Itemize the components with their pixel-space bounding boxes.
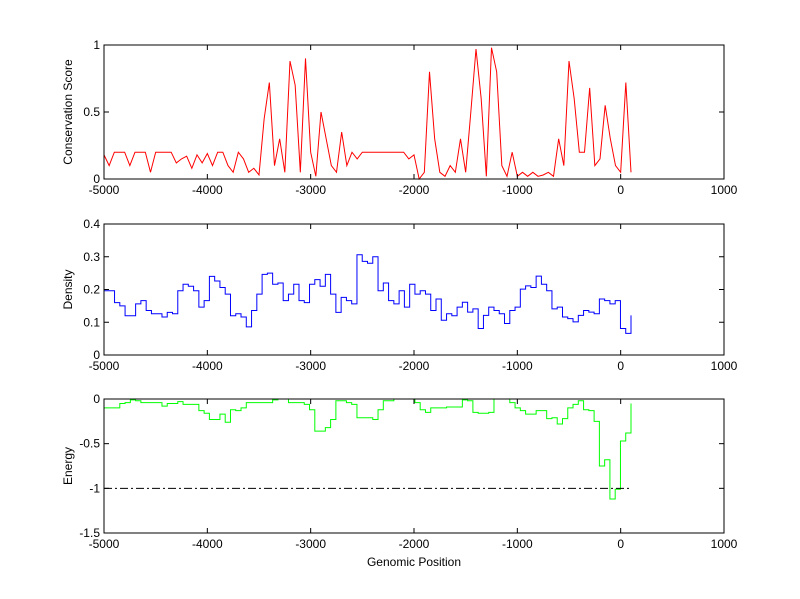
y-tick-label: 0 <box>93 392 100 406</box>
y-tick-label: 0.3 <box>83 250 100 264</box>
x-tick-label: 1000 <box>711 359 738 373</box>
y-tick-label: 0.1 <box>83 315 100 329</box>
y-tick-label: 0.5 <box>83 105 100 119</box>
y-axis-label: Energy <box>61 447 75 485</box>
x-tick-label: 0 <box>617 537 624 551</box>
axes-background <box>104 45 724 179</box>
x-tick-label: 0 <box>617 359 624 373</box>
x-tick-label: -1000 <box>502 359 533 373</box>
x-tick-label: -1000 <box>502 183 533 197</box>
y-tick-label: 0 <box>93 348 100 362</box>
y-tick-label: -1.5 <box>79 526 100 540</box>
y-tick-label: 0.2 <box>83 283 100 297</box>
x-tick-label: -3000 <box>295 359 326 373</box>
series-line-conservation <box>103 47 632 181</box>
y-tick-label: -0.5 <box>79 437 100 451</box>
y-tick-label: -1 <box>89 481 100 495</box>
y-tick-label: 0 <box>93 172 100 186</box>
y-tick-label: 0.4 <box>83 217 100 231</box>
x-tick-label: -5000 <box>89 537 120 551</box>
axes-background <box>104 224 724 355</box>
x-tick-label: -5000 <box>89 183 120 197</box>
subplot-1: -5000 -4000 -3000 -2000 -1000 0 1000 0 0.5 1 Conse… <box>61 38 738 197</box>
y-axis-label: Density <box>61 269 75 309</box>
x-tick-label: -2000 <box>399 537 430 551</box>
x-tick-label: -5000 <box>89 359 120 373</box>
series-line-energy <box>104 398 632 500</box>
x-tick-label: 1000 <box>711 183 738 197</box>
x-tick-label: -3000 <box>295 183 326 197</box>
y-axis-label: Conservation Score <box>61 59 75 165</box>
subplot-3: -5000 -4000 -3000 -2000 -1000 0 1000 -1.5 -1 -0.5… <box>61 392 738 569</box>
x-tick-label: -4000 <box>192 537 223 551</box>
x-tick-label: -3000 <box>295 537 326 551</box>
y-tick-label: 1 <box>93 38 100 52</box>
series-line-density <box>104 254 632 334</box>
x-tick-label: 0 <box>617 183 624 197</box>
subplot-2: -5000 -4000 -3000 -2000 -1000 0 1000 0 0.1 0.2 0.3… <box>61 217 738 373</box>
x-axis-label: Genomic Position <box>367 555 461 569</box>
x-tick-label: -4000 <box>192 359 223 373</box>
x-tick-label: -2000 <box>399 183 430 197</box>
x-tick-label: -4000 <box>192 183 223 197</box>
x-tick-label: -2000 <box>399 359 430 373</box>
x-tick-label: -1000 <box>502 537 533 551</box>
x-tick-label: 1000 <box>711 537 738 551</box>
